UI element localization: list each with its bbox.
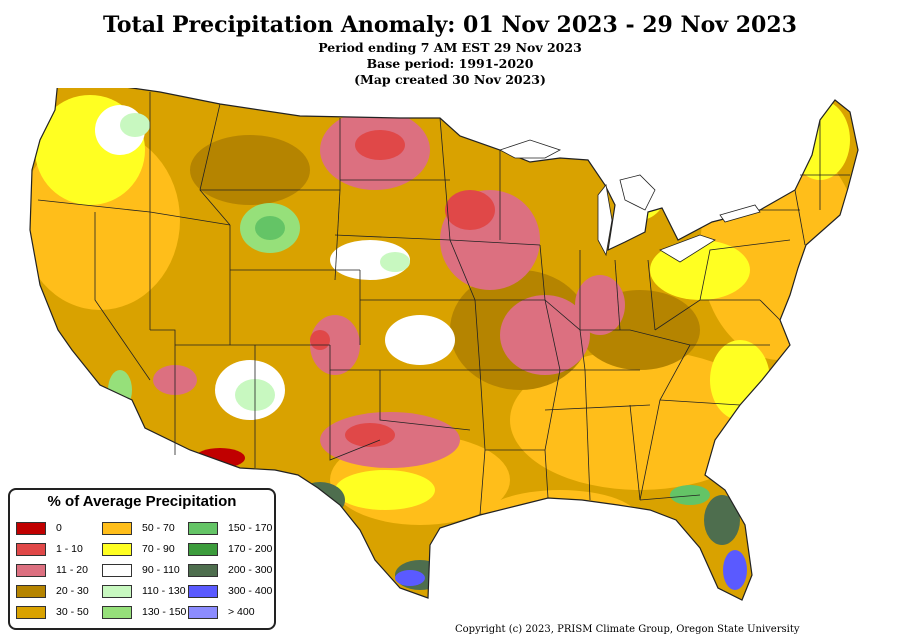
- legend-label: 90 - 110: [142, 564, 180, 576]
- base-period-subtitle: Base period: 1991-2020: [366, 56, 534, 71]
- legend-label: 30 - 50: [56, 606, 89, 618]
- legend-label: 11 - 20: [56, 564, 88, 576]
- legend-label: 110 - 130: [142, 585, 186, 597]
- legend-swatch: [188, 564, 218, 577]
- legend-swatch: [16, 606, 46, 619]
- legend-label: 0: [56, 522, 62, 534]
- state-boundaries: [29, 88, 859, 601]
- legend-swatch: [102, 522, 132, 535]
- legend-label: 300 - 400: [228, 585, 273, 597]
- legend-label: 200 - 300: [228, 564, 273, 576]
- great-lakes: [498, 139, 761, 263]
- legend-label: > 400: [228, 606, 255, 618]
- map-title: Total Precipitation Anomaly: 01 Nov 2023…: [103, 12, 797, 38]
- period-subtitle: Period ending 7 AM EST 29 Nov 2023: [318, 40, 582, 55]
- legend-swatch: [16, 585, 46, 598]
- legend-swatch: [188, 606, 218, 619]
- legend-swatch: [102, 564, 132, 577]
- legend-label: 20 - 30: [56, 585, 89, 597]
- legend-swatch: [16, 564, 46, 577]
- legend-label: 1 - 10: [56, 543, 83, 555]
- legend-swatch: [188, 585, 218, 598]
- legend-swatch: [16, 522, 46, 535]
- legend-swatch: [102, 543, 132, 556]
- legend-swatch: [188, 522, 218, 535]
- legend-swatch: [16, 543, 46, 556]
- legend-label: 170 - 200: [228, 543, 273, 555]
- legend-label: 130 - 150: [142, 606, 187, 618]
- legend-swatch: [188, 543, 218, 556]
- legend-label: 50 - 70: [142, 522, 175, 534]
- legend-title: % of Average Precipitation: [47, 493, 237, 510]
- legend-swatch: [102, 606, 132, 619]
- legend-swatch: [102, 585, 132, 598]
- legend-label: 70 - 90: [142, 543, 175, 555]
- map-created-subtitle: (Map created 30 Nov 2023): [354, 72, 546, 87]
- legend-label: 150 - 170: [228, 522, 273, 534]
- copyright-notice: Copyright (c) 2023, PRISM Climate Group,…: [455, 624, 800, 635]
- legend: % of Average Precipitation 0 1 - 10 11 - 2…: [8, 488, 276, 630]
